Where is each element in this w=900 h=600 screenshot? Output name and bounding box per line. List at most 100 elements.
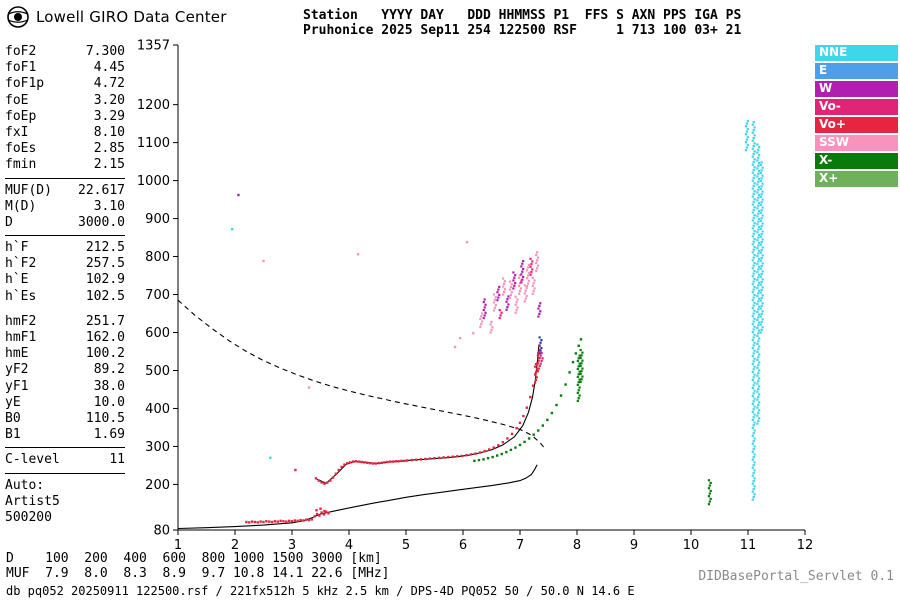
echo-dot [521,270,524,273]
echo-dot [758,209,761,213]
echo-dot [580,370,583,373]
param-row: hmF2 251.7 [5,314,125,330]
param-value: 257.5 [85,256,125,272]
echo-dot [535,269,538,273]
echo-dot [751,227,754,230]
echo-dot [757,372,760,375]
echo-dot [493,298,497,301]
echo-dot [489,331,492,334]
echo-dot [580,378,583,381]
echo-dot [489,323,492,326]
echo-dot [760,177,763,180]
echo-dot [348,461,352,464]
echo-dot [758,233,761,236]
echo-dot [529,257,532,260]
echo-dot [752,280,755,283]
echo-dot [756,167,759,170]
echo-dot [760,256,763,260]
echo-dot [751,323,754,326]
echo-dot [761,222,764,225]
echo-dot [707,503,711,506]
echo-dot [751,450,754,453]
echo-dot [496,454,499,457]
echo-dot [537,429,540,432]
echo-dot [385,460,389,464]
param-label: Artist5 [5,493,60,509]
echo-dot [451,455,454,458]
echo-dot [761,294,764,297]
echo-dot [751,331,754,334]
echo-dot [539,362,542,365]
ionogram-source-status: db pq052 20250911 122500.rsf / 221fx512h… [6,584,635,598]
echo-dot [519,279,522,282]
echo-dot [756,175,759,178]
echo-dot [380,461,383,464]
echo-dot [751,394,754,398]
echo-dot [761,326,764,329]
echo-dot [751,219,754,222]
echo-dot [491,455,494,459]
echo-dot [751,418,754,421]
giro-logo [7,6,29,28]
echo-dot [526,282,530,285]
echo-dot [496,291,499,294]
echo-dot [751,442,754,445]
echo-dot [759,179,762,183]
echo-dot [428,457,432,460]
echo-dot [752,288,755,291]
param-value: 8.10 [93,124,125,140]
x-tick-label: 6 [459,538,467,553]
echo-dot [503,288,507,291]
echo-dot [305,518,308,521]
echo-dot [536,370,540,373]
echo-dot [510,291,513,294]
echo-dot [707,487,711,490]
echo-dot [757,308,760,311]
echo-dot [497,288,500,291]
echo-dot [758,146,761,149]
echo-dot [756,318,759,322]
echo-dot [751,410,754,413]
echo-dot [757,196,760,199]
echo-dot [761,318,764,321]
echo-dot [757,236,760,239]
echo-dot [318,514,321,517]
param-value: 11 [109,452,125,468]
param-label: foEp [5,108,37,124]
echo-dot [488,448,491,451]
echo-dot [502,285,505,288]
echo-dot [522,260,525,263]
param-value: 10.0 [93,394,125,410]
echo-dot [751,243,754,246]
echo-dot [753,325,756,328]
echo-dot [761,238,764,241]
echo-dot [518,292,521,295]
echo-dot [536,267,539,270]
echo-dot [492,301,496,304]
echo-dot [760,320,763,323]
echo-dot [259,520,262,523]
echo-dot [577,397,580,400]
echo-dot [505,300,508,303]
param-label: B0 [5,410,21,426]
param-row: fmin 2.15 [5,157,125,173]
echo-dot [752,168,755,172]
echo-dot [310,518,314,521]
echo-dot [757,324,760,327]
echo-dot [758,162,761,165]
echo-dot [498,316,501,320]
echo-dot [753,397,756,400]
echo-dot [576,359,579,363]
echo-dot [752,264,755,267]
echo-dot [535,368,538,371]
echo-dot [483,314,486,317]
echo-dot [532,290,535,293]
echo-dot [752,392,755,395]
echo-dot [756,350,759,353]
echo-dot [758,297,761,300]
echo-dot [752,216,755,219]
echo-dot [756,366,759,369]
echo-dot [758,241,761,244]
echo-dot [453,345,457,349]
